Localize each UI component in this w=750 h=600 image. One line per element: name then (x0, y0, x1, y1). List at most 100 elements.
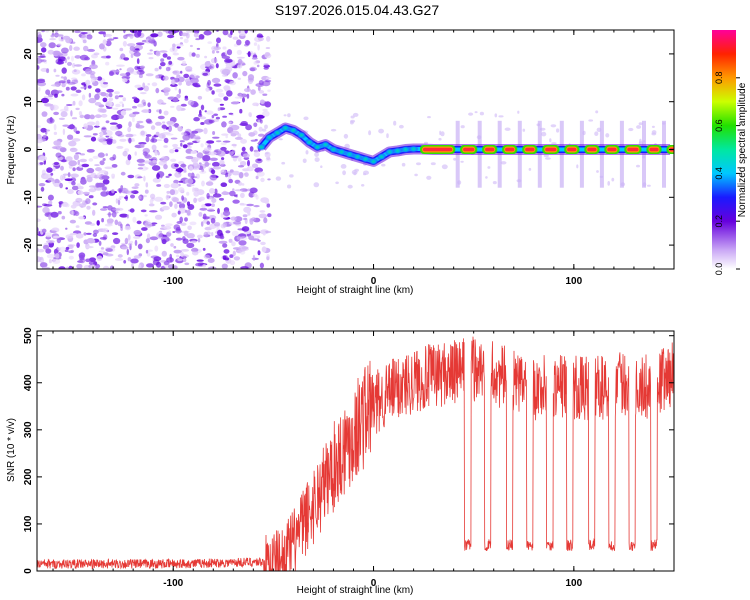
noise-speckle (214, 222, 221, 227)
noise-speckle (190, 240, 197, 243)
noise-speckle (245, 124, 253, 131)
noise-speckle (114, 95, 119, 100)
noise-speckle (236, 49, 242, 56)
noise-speckle (182, 60, 187, 66)
faint-speckle (576, 164, 579, 169)
noise-speckle (240, 188, 249, 193)
noise-speckle (45, 129, 51, 132)
noise-speckle (137, 243, 143, 250)
noise-speckle (68, 265, 73, 269)
noise-speckle (119, 68, 122, 71)
noise-speckle (132, 111, 140, 115)
noise-speckle (130, 190, 135, 194)
noise-speckle (37, 145, 41, 150)
noise-speckle (136, 158, 145, 163)
noise-speckle (56, 61, 65, 65)
noise-speckle (223, 249, 230, 254)
noise-speckle (54, 34, 64, 37)
noise-speckle (185, 30, 193, 33)
noise-speckle (144, 189, 149, 194)
noise-speckle (162, 121, 166, 124)
noise-speckle (127, 234, 131, 241)
noise-speckle (209, 188, 215, 194)
noise-speckle (267, 213, 272, 218)
noise-speckle (263, 63, 269, 66)
noise-speckle (88, 185, 97, 188)
noise-speckle (229, 80, 236, 86)
noise-speckle (210, 58, 218, 64)
noise-speckle (87, 48, 95, 52)
noise-speckle (159, 134, 163, 139)
noise-speckle (196, 47, 201, 50)
noise-speckle (266, 256, 270, 261)
faint-speckle (353, 171, 357, 176)
noise-speckle (187, 142, 194, 145)
signal-blob (264, 133, 275, 142)
noise-speckle (96, 255, 103, 261)
noise-speckle (231, 230, 239, 237)
noise-speckle (203, 147, 212, 152)
x-tick-label: -100 (163, 276, 183, 287)
noise-speckle (101, 218, 104, 223)
noise-speckle (109, 122, 118, 125)
noise-speckle (96, 172, 101, 178)
noise-speckle (160, 62, 166, 67)
noise-speckle (223, 210, 231, 217)
noise-speckle (100, 113, 108, 118)
noise-speckle (78, 216, 85, 220)
noise-speckle (57, 247, 62, 251)
noise-speckle (138, 264, 142, 269)
noise-speckle (177, 126, 183, 132)
signal-blob (312, 143, 323, 152)
noise-speckle (189, 221, 197, 226)
noise-speckle (93, 229, 99, 234)
noise-speckle (228, 238, 233, 243)
noise-speckle (117, 199, 121, 206)
noise-speckle (209, 174, 218, 181)
noise-speckle (124, 237, 129, 245)
faint-speckle (320, 165, 323, 168)
noise-speckle (137, 167, 144, 170)
noise-speckle (259, 210, 266, 213)
noise-speckle (81, 94, 86, 101)
noise-speckle (195, 173, 200, 179)
noise-speckle (211, 114, 215, 119)
signal-segment-core (649, 147, 659, 152)
snr-x-label: Height of straight line (km) (297, 585, 414, 596)
faint-speckle (628, 127, 634, 132)
noise-speckle (220, 146, 227, 151)
noise-speckle (100, 92, 107, 97)
noise-speckle (147, 83, 150, 86)
noise-speckle (37, 57, 43, 64)
noise-speckle (180, 222, 187, 226)
noise-speckle (173, 179, 179, 184)
noise-speckle (128, 113, 137, 118)
noise-speckle (215, 140, 222, 143)
noise-speckle (129, 45, 135, 52)
faint-speckle (426, 175, 432, 180)
noise-speckle (201, 180, 205, 187)
noise-speckle (238, 30, 241, 34)
noise-speckle (150, 125, 156, 130)
noise-speckle (152, 259, 160, 266)
noise-speckle (126, 67, 135, 73)
noise-speckle (163, 110, 169, 116)
snr-frame (36, 330, 675, 572)
signal-blob (288, 126, 299, 135)
noise-speckle (223, 96, 229, 101)
noise-speckle (137, 176, 143, 179)
noise-speckle (55, 152, 62, 158)
faint-speckle (498, 115, 504, 118)
noise-speckle (179, 216, 183, 223)
faint-speckle (361, 184, 365, 187)
faint-speckle (342, 170, 346, 176)
faint-speckle (647, 184, 651, 187)
y-tick-label: 0 (23, 568, 34, 574)
noise-speckle (216, 37, 221, 44)
noise-speckle (178, 88, 181, 95)
noise-speckle (88, 260, 97, 266)
noise-speckle (231, 149, 236, 154)
noise-speckle (199, 207, 208, 211)
faint-speckle (651, 132, 657, 136)
noise-speckle (134, 31, 141, 38)
